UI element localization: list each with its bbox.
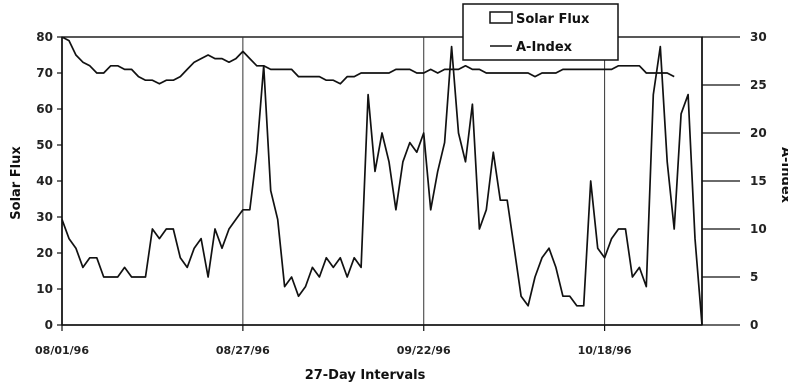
right-tick-label: 30	[750, 30, 767, 44]
x-tick-label: 09/22/96	[397, 344, 451, 357]
x-axis-title: 27-Day Intervals	[305, 368, 426, 383]
left-tick-label: 10	[36, 282, 53, 296]
left-y-axis-title: Solar Flux	[9, 146, 24, 220]
series-layer	[61, 36, 703, 326]
left-tick-label: 80	[36, 30, 53, 44]
left-tick-label: 20	[36, 246, 53, 260]
right-tick-label: 20	[750, 126, 767, 140]
right-tick-label: 10	[750, 222, 767, 236]
right-tick-label: 25	[750, 78, 767, 92]
right-y-axis: 0 5 10 15 20 25 30	[701, 30, 767, 332]
left-tick-label: 70	[36, 66, 53, 80]
left-tick-label: 60	[36, 102, 53, 116]
x-axis: 08/01/96 08/27/96 09/22/96 10/18/96	[35, 324, 702, 357]
plot-frame	[61, 36, 703, 326]
left-tick-label: 0	[45, 318, 53, 332]
plot-area	[61, 36, 703, 326]
series-line-solar-flux	[61, 36, 675, 85]
legend-label-a-index: A-Index	[516, 40, 573, 55]
right-tick-label: 0	[750, 318, 758, 332]
left-tick-label: 50	[36, 138, 53, 152]
left-y-axis: 0 10 20 30 40 50 60 70 80	[36, 30, 63, 332]
x-tick-label: 08/27/96	[216, 344, 270, 357]
grid-lines	[242, 37, 606, 325]
left-tick-label: 40	[36, 174, 53, 188]
right-tick-label: 5	[750, 270, 758, 284]
legend-swatch-solar-flux	[489, 11, 513, 24]
legend: Solar Flux A-Index	[462, 3, 619, 61]
right-y-axis-title: A-Index	[778, 147, 788, 204]
legend-label-solar-flux: Solar Flux	[516, 12, 590, 27]
right-tick-label: 15	[750, 174, 767, 188]
series-line-a-index	[61, 45, 703, 326]
x-tick-label: 10/18/96	[578, 344, 632, 357]
x-tick-label: 08/01/96	[35, 344, 89, 357]
left-tick-label: 30	[36, 210, 53, 224]
legend-box	[462, 3, 619, 61]
